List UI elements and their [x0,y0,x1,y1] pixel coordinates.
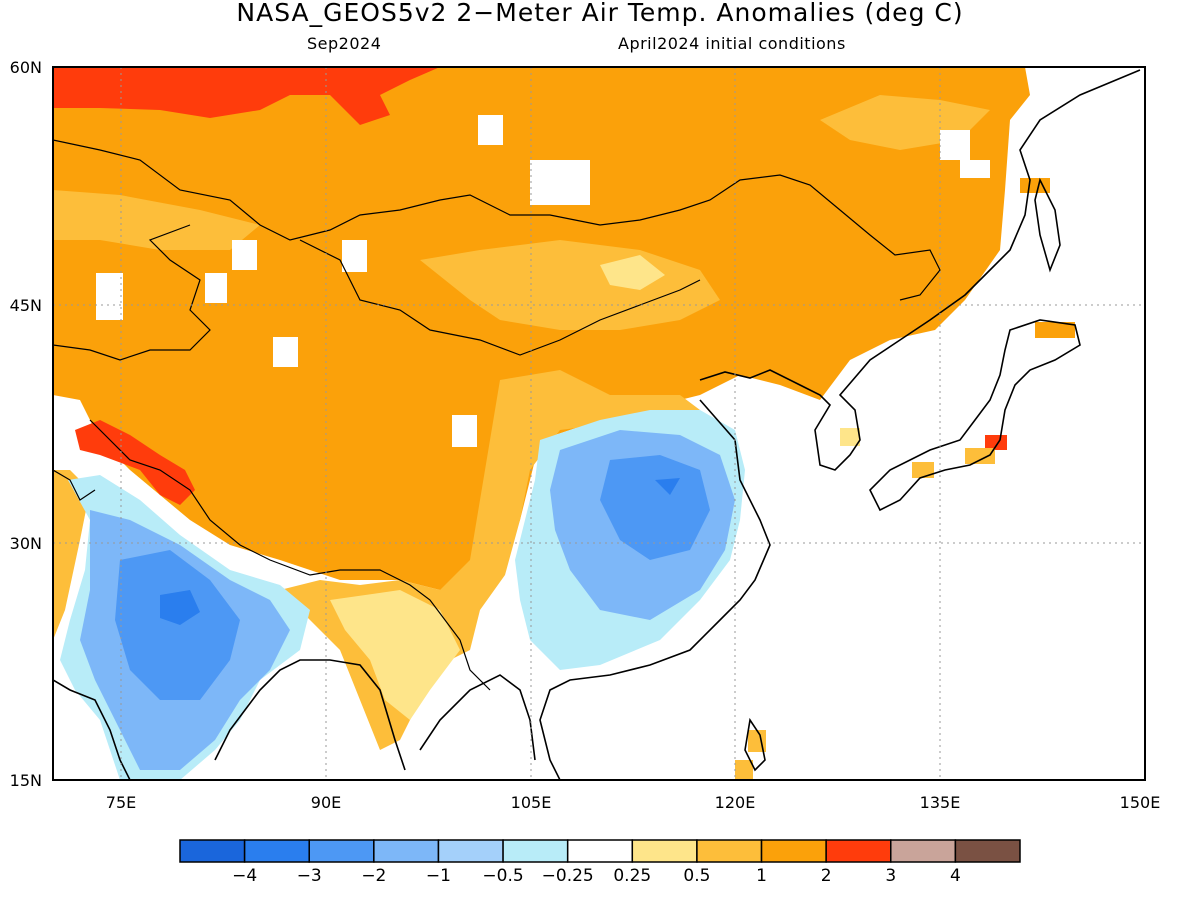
colorbar-tick-label: −1 [425,866,451,886]
map-subtitle-conditions: April2024 initial conditions [618,34,846,53]
colorbar-tick-label: 2 [820,866,832,886]
colorbar-swatch [308,839,375,863]
colorbar-swatch [179,839,246,863]
colorbar-tick-label: −0.25 [541,866,594,886]
coldest-region-india [160,590,200,625]
colorbar-swatch [696,839,763,863]
colorbar-swatch [825,839,892,863]
colorbar-tick-label: 0.25 [613,866,652,886]
warm-cell-sakhalin [1020,178,1050,193]
colorbar [179,839,1021,863]
masked-cell [273,337,298,367]
mild-warm-region-india-west [53,470,90,640]
warm-cell-korea [840,428,860,446]
masked-cell [232,240,257,270]
colorbar-swatch [890,839,957,863]
colorbar-swatch [954,839,1021,863]
lat-labels: 60N 45N 30N 15N [10,58,42,790]
colorbar-swatch [243,839,310,863]
lon-tick-label: 150E [1120,793,1161,812]
masked-cell [96,273,123,320]
strong-warm-cell-japan [985,435,1007,450]
warm-cell-honshu [965,448,995,464]
masked-cell [940,130,970,160]
lon-labels: 75E 90E 105E 120E 135E 150E [106,793,1161,812]
colorbar-swatch [373,839,440,863]
slight-warm-region-a [600,255,665,290]
masked-cell [478,115,503,145]
map-subtitle-date: Sep2024 [307,34,382,53]
map-title: NASA_GEOS5v2 2−Meter Air Temp. Anomalies… [236,0,964,27]
cold-region-india [115,550,240,700]
lon-tick-label: 105E [511,793,552,812]
colorbar-tick-label: −0.5 [482,866,524,886]
colorbar-swatch [437,839,504,863]
masked-cell [205,273,227,303]
graticule [53,67,1145,780]
colorbar-tick-label: −4 [232,866,258,886]
colorbar-tick-label: 1 [756,866,767,886]
strong-warm-region-north [53,67,440,125]
warm-cell-luzon [735,760,753,780]
masked-cell [530,160,590,205]
strong-warm-region-kashmir [75,420,195,505]
anomaly-field [53,67,1145,780]
lon-tick-label: 90E [311,793,341,812]
masked-cell [960,160,990,178]
coastlines [53,69,1141,780]
lat-tick-label: 60N [10,58,42,77]
map-frame [52,66,1146,781]
cold-region-china [600,455,710,560]
mild-warm-region-west [53,190,260,250]
coldest-region-china [655,478,680,495]
lat-tick-label: 45N [10,296,42,315]
colorbar-tick-label: 4 [949,866,961,886]
country-borders [53,139,941,691]
warm-anomaly-region [53,67,1030,590]
warm-cell-kyushu [912,462,934,478]
lon-tick-label: 120E [715,793,756,812]
colorbar-swatch [760,839,827,863]
colorbar-swatch [566,839,634,863]
lat-tick-label: 15N [10,771,42,790]
colorbar-tick-label: 3 [885,866,897,886]
colorbar-tick-label: −2 [361,866,387,886]
colorbar-swatch [631,839,698,863]
masked-cell [452,415,477,447]
colorbar-tick-label: −3 [296,866,322,886]
colorbar-swatch [502,839,569,863]
colorbar-tick-label: 0.5 [683,866,711,886]
masked-cell [342,240,367,272]
warm-cell-hokkaido [1035,322,1075,338]
lat-tick-label: 30N [10,534,42,553]
slight-warm-region-b [330,590,460,720]
lon-tick-label: 75E [106,793,136,812]
lon-tick-label: 135E [920,793,961,812]
